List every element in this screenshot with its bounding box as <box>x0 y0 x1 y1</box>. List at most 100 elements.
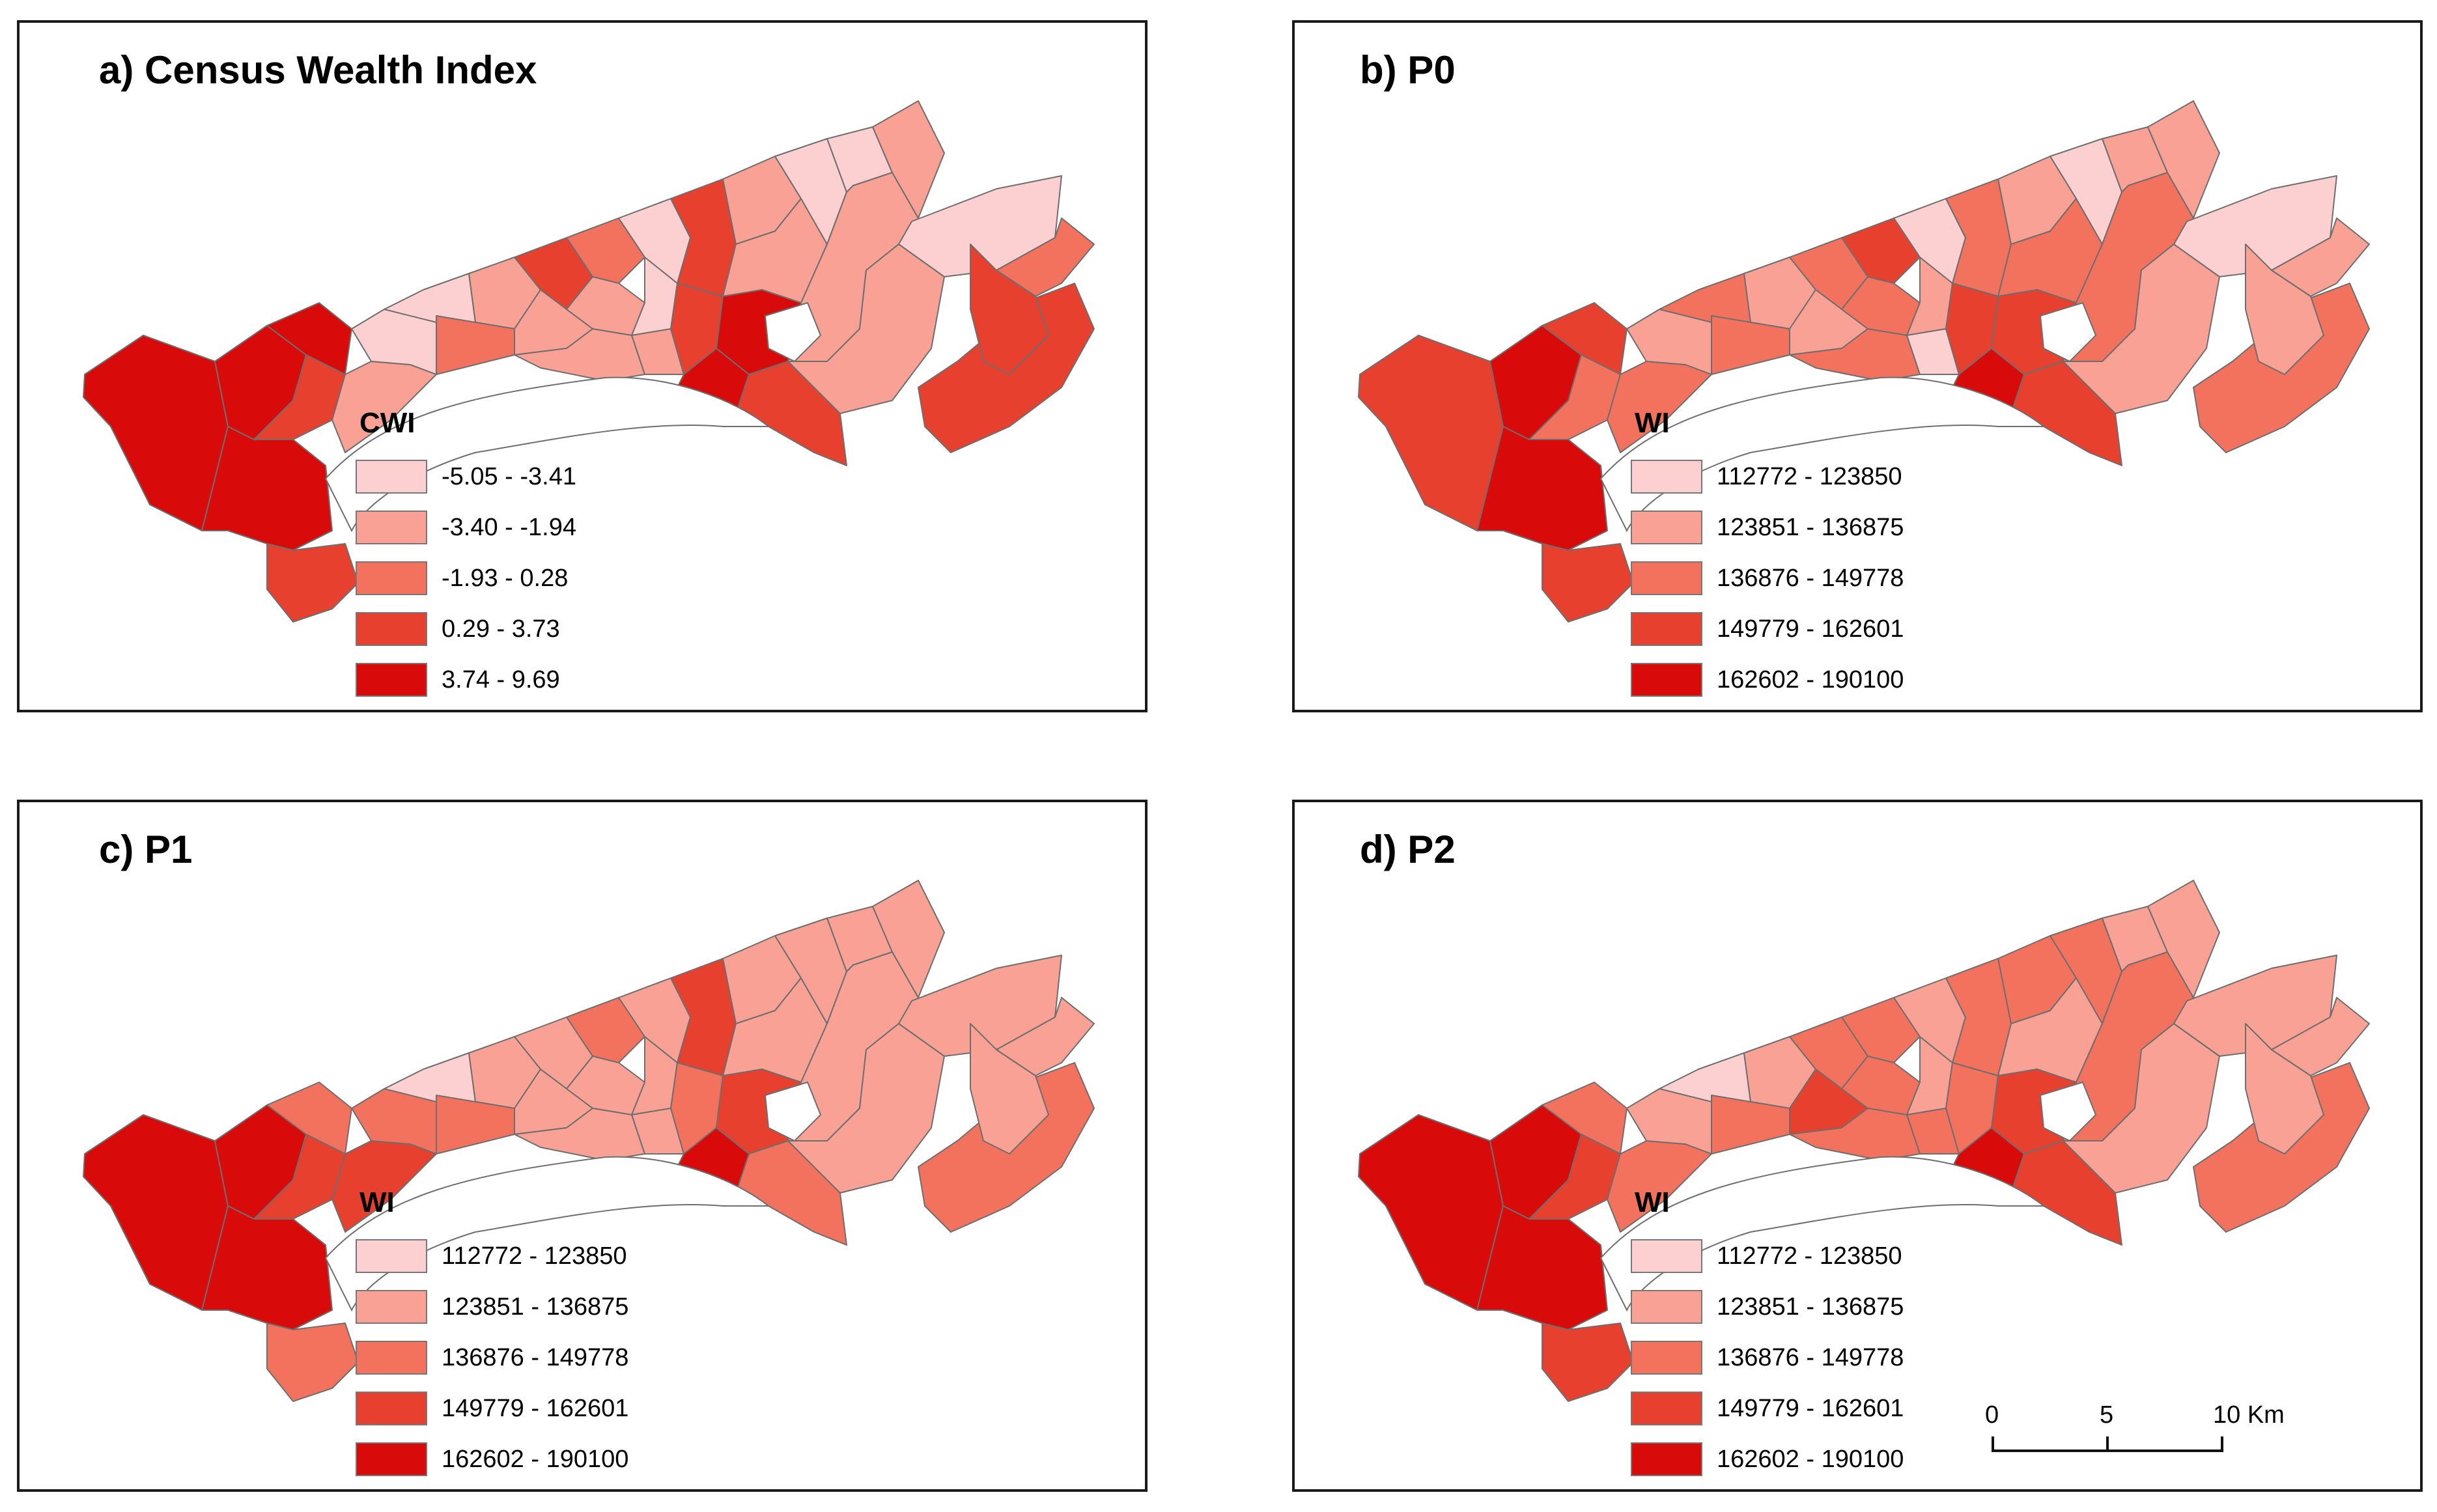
legend-item: 123851 - 136875 <box>1631 1281 1904 1332</box>
scale-tick <box>2221 1436 2223 1451</box>
legend-swatch <box>356 1392 427 1425</box>
legend-swatch <box>356 561 427 595</box>
legend-item: 112772 - 123850 <box>356 1231 628 1281</box>
map-legend: WI 112772 - 123850 123851 - 136875 13687… <box>356 1186 628 1485</box>
map-region <box>872 880 945 998</box>
legend-label: -3.40 - -1.94 <box>442 513 576 541</box>
choropleth-map <box>1358 100 2370 623</box>
choropleth-map <box>83 100 1095 623</box>
legend-item: 3.74 - 9.69 <box>356 654 576 705</box>
map-legend: WI 112772 - 123850 123851 - 136875 13687… <box>1631 1186 1904 1485</box>
map-region <box>1841 997 1921 1063</box>
panel-title: a) Census Wealth Index <box>99 48 537 92</box>
choropleth-map <box>1358 880 2370 1402</box>
legend-swatch <box>1631 511 1702 544</box>
map-legend: CWI -5.05 - -3.41 -3.40 - -1.94 -1.93 - … <box>356 407 576 705</box>
map-region <box>83 335 229 531</box>
bay-water <box>1599 1156 2046 1312</box>
legend-item: 162602 - 190100 <box>1631 1434 1904 1485</box>
scale-label: 0 <box>1985 1401 1999 1429</box>
legend-title: WI <box>1635 407 1670 439</box>
legend-item: -5.05 - -3.41 <box>356 451 576 502</box>
legend-label: 136876 - 149778 <box>1717 564 1904 592</box>
map-panel-a: a) Census Wealth Index CWI -5.05 - -3.41… <box>17 20 1148 712</box>
legend-label: 123851 - 136875 <box>1717 513 1904 541</box>
bay-water <box>324 376 770 533</box>
map-legend: WI 112772 - 123850 123851 - 136875 13687… <box>1631 407 1904 705</box>
legend-item: 149779 - 162601 <box>1631 604 1904 654</box>
panel-title: d) P2 <box>1360 828 1456 871</box>
legend-swatch <box>1631 612 1702 646</box>
legend-item: 112772 - 123850 <box>1631 1231 1904 1281</box>
legend-swatch <box>1631 663 1702 697</box>
map-region <box>1841 217 1921 284</box>
legend-label: 0.29 - 3.73 <box>442 615 560 643</box>
legend-label: 162602 - 190100 <box>442 1445 629 1473</box>
map-region <box>996 997 1095 1076</box>
bay-water <box>324 1156 770 1312</box>
legend-item: 0.29 - 3.73 <box>356 604 576 654</box>
legend-swatch <box>356 511 427 544</box>
map-region <box>266 1082 352 1155</box>
legend-label: 123851 - 136875 <box>442 1293 629 1321</box>
legend-swatch <box>356 663 427 697</box>
scale-bar: 0 5 10 Km <box>1985 1401 2285 1479</box>
legend-label: 162602 - 190100 <box>1717 665 1904 693</box>
map-gap <box>2039 1081 2097 1142</box>
legend-label: 149779 - 162601 <box>442 1394 629 1422</box>
legend-item: 112772 - 123850 <box>1631 451 1904 502</box>
legend-label: -5.05 - -3.41 <box>442 462 576 490</box>
legend-label: 136876 - 149778 <box>442 1343 629 1371</box>
map-gap <box>2039 301 2097 363</box>
legend-item: 149779 - 162601 <box>1631 1383 1904 1434</box>
legend-swatch <box>1631 1239 1702 1273</box>
map-region <box>1542 1323 1634 1402</box>
choropleth-map <box>83 880 1095 1402</box>
legend-title: WI <box>359 1186 395 1218</box>
legend-label: 112772 - 123850 <box>1717 462 1902 490</box>
map-region <box>1358 1114 1504 1311</box>
legend-label: 112772 - 123850 <box>1717 1242 1902 1270</box>
bay-water <box>1599 376 2046 533</box>
legend-item: 136876 - 149778 <box>1631 1332 1904 1383</box>
map-region <box>872 100 945 219</box>
map-region <box>1358 335 1504 531</box>
legend-item: 136876 - 149778 <box>356 1332 628 1383</box>
legend-item: -1.93 - 0.28 <box>356 553 576 604</box>
legend-item: 123851 - 136875 <box>356 1281 628 1332</box>
panel-title: c) P1 <box>99 828 193 871</box>
legend-swatch <box>356 1341 427 1375</box>
map-region <box>266 543 359 623</box>
legend-label: 112772 - 123850 <box>442 1242 627 1270</box>
map-gap <box>764 1081 822 1142</box>
map-region <box>566 997 645 1063</box>
legend-item: 136876 - 149778 <box>1631 553 1904 604</box>
legend-label: 3.74 - 9.69 <box>442 665 560 693</box>
legend-label: 123851 - 136875 <box>1717 1293 1904 1321</box>
scale-label: 5 <box>2100 1401 2114 1429</box>
legend-swatch <box>356 460 427 494</box>
legend-label: 162602 - 190100 <box>1717 1445 1904 1473</box>
map-region <box>266 302 352 375</box>
map-region <box>83 1114 229 1311</box>
legend-swatch <box>1631 460 1702 494</box>
legend-swatch <box>1631 1392 1702 1425</box>
scale-label: 10 Km <box>2213 1401 2285 1429</box>
map-region <box>2147 100 2220 219</box>
legend-swatch <box>1631 1341 1702 1375</box>
map-region <box>266 1323 359 1402</box>
scale-tick <box>2106 1436 2109 1451</box>
legend-swatch <box>356 1239 427 1273</box>
map-region <box>1542 1082 1627 1155</box>
legend-swatch <box>1631 561 1702 595</box>
legend-item: 149779 - 162601 <box>356 1383 628 1434</box>
legend-swatch <box>356 612 427 646</box>
legend-item: 162602 - 190100 <box>356 1434 628 1485</box>
legend-swatch <box>356 1290 427 1324</box>
map-region <box>996 217 1095 297</box>
scale-tick <box>1992 1436 1994 1451</box>
panel-title: b) P0 <box>1360 48 1456 92</box>
map-region <box>1542 302 1627 375</box>
legend-label: 149779 - 162601 <box>1717 1394 1904 1422</box>
legend-title: WI <box>1635 1186 1670 1218</box>
